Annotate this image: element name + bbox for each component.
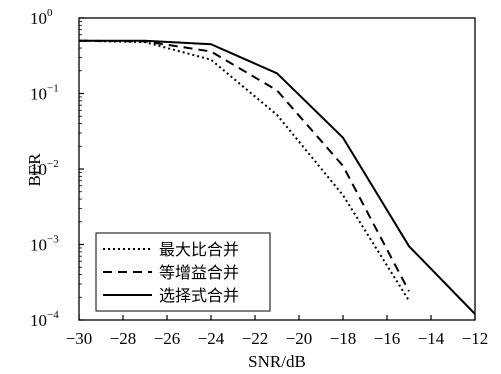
y-tick-label: 10−2 bbox=[30, 158, 59, 179]
x-tick-label: −26 bbox=[154, 329, 181, 348]
x-axis-label: SNR/dB bbox=[248, 352, 306, 371]
y-tick-label: 100 bbox=[30, 7, 53, 28]
x-tick-label: −30 bbox=[66, 329, 93, 348]
series-lines bbox=[78, 39, 476, 315]
x-tick-label: −14 bbox=[418, 329, 445, 348]
x-tick-label: −24 bbox=[198, 329, 225, 348]
x-tick-label: −22 bbox=[242, 329, 269, 348]
x-tick-label: −12 bbox=[462, 329, 489, 348]
x-tick-label: −20 bbox=[286, 329, 313, 348]
legend-label-sc: 选择式合并 bbox=[159, 287, 239, 305]
y-axis-ticks: 100 10−1 10−2 10−3 10−4 bbox=[30, 7, 84, 330]
x-tick-label: −16 bbox=[374, 329, 401, 348]
series-line-egc bbox=[78, 39, 410, 292]
y-axis-label: BER bbox=[25, 153, 44, 187]
x-tick-label: −28 bbox=[110, 329, 137, 348]
x-axis-ticks: −30 −28 −26 −24 −22 −20 −18 −16 −14 −12 bbox=[66, 315, 489, 348]
legend-label-egc: 等增益合并 bbox=[159, 264, 239, 282]
legend: 最大比合并 等增益合并 选择式合并 bbox=[95, 232, 271, 312]
y-tick-label: 10−4 bbox=[30, 309, 59, 330]
x-tick-label: −18 bbox=[330, 329, 357, 348]
y-tick-label: 10−3 bbox=[30, 234, 59, 255]
series-line-mrc bbox=[78, 39, 410, 302]
series-line-sc bbox=[79, 39, 476, 315]
y-tick-label: 10−1 bbox=[30, 83, 59, 104]
legend-label-mrc: 最大比合并 bbox=[159, 241, 239, 259]
